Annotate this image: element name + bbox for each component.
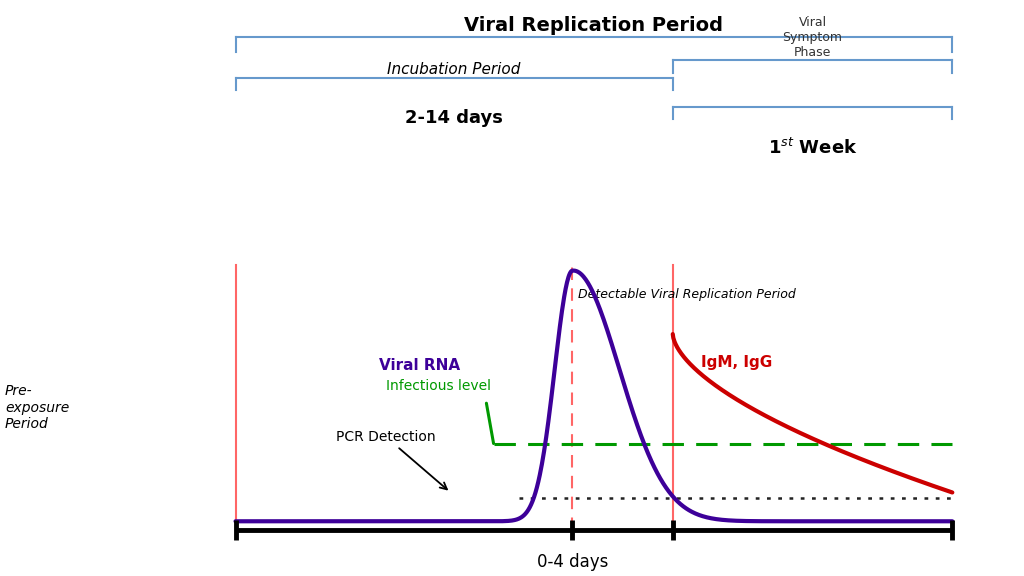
Text: Pre-
exposure
Period: Pre- exposure Period: [5, 384, 70, 431]
Text: 0-4 days: 0-4 days: [537, 553, 608, 571]
Text: Incubation Period: Incubation Period: [387, 62, 521, 77]
Text: Viral Replication Period: Viral Replication Period: [465, 16, 723, 35]
Text: Infectious level: Infectious level: [386, 379, 492, 393]
Text: IgM, IgG: IgM, IgG: [701, 355, 773, 370]
Text: PCR Detection: PCR Detection: [336, 430, 446, 490]
Text: Viral RNA: Viral RNA: [379, 358, 460, 373]
Text: Viral
Symptom
Phase: Viral Symptom Phase: [782, 16, 843, 59]
Text: Detectable Viral Replication Period: Detectable Viral Replication Period: [578, 288, 796, 301]
Text: 1$^{st}$ Week: 1$^{st}$ Week: [768, 138, 857, 158]
Text: 2-14 days: 2-14 days: [406, 109, 503, 127]
